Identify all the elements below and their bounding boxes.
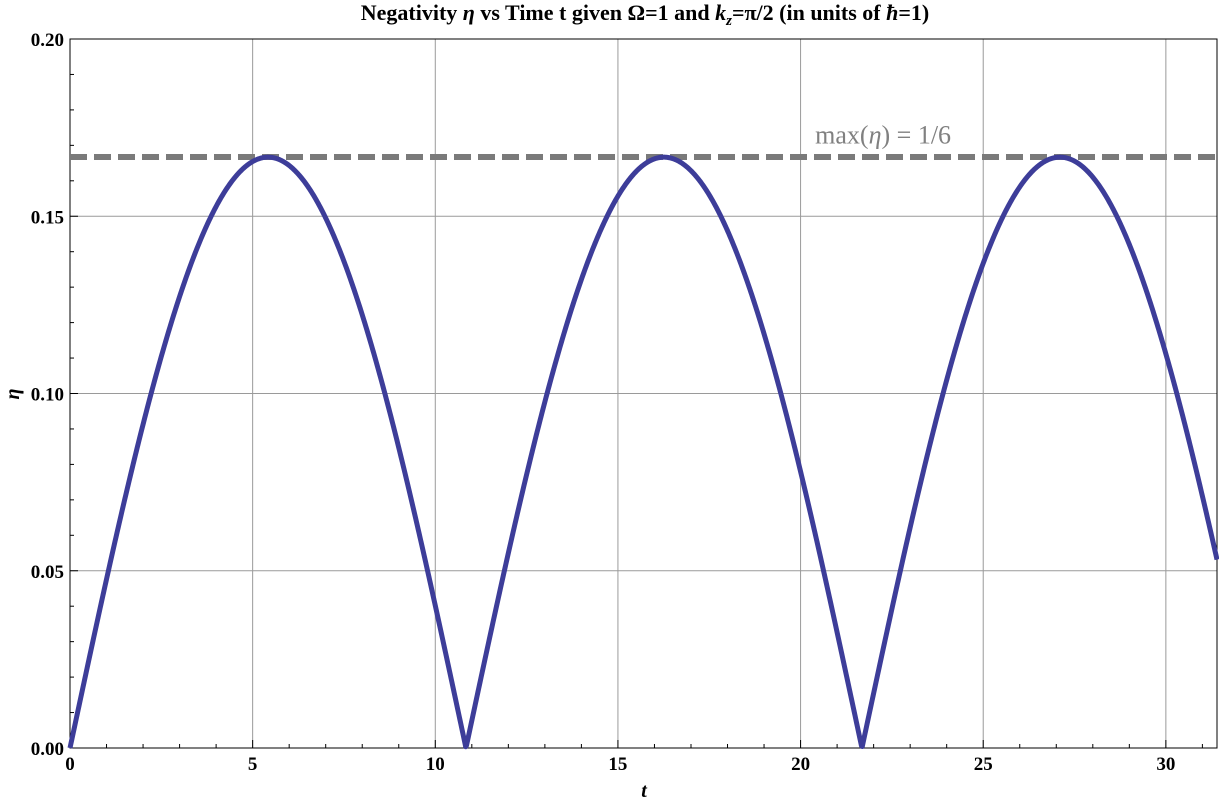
y-tick-label: 0.05 — [31, 562, 64, 583]
series-group — [67, 154, 1219, 750]
x-tick-label: 20 — [791, 754, 810, 775]
grid-lines — [70, 39, 1217, 748]
y-axis-label: η — [2, 388, 24, 399]
x-tick-label: 15 — [608, 754, 627, 775]
chart-title: Negativity η vs Time t given Ω=1 and kz=… — [361, 0, 929, 29]
x-tick-label: 0 — [65, 754, 75, 775]
plot-frame — [69, 38, 1218, 749]
x-tick-label: 10 — [426, 754, 445, 775]
x-tick-label: 25 — [974, 754, 993, 775]
negativity-curve — [67, 154, 1219, 750]
tick-labels: 0 5 10 15 20 25 30 0.00 0.05 0.10 0.15 0.20 — [31, 30, 1176, 775]
x-tick-label: 5 — [248, 754, 258, 775]
y-tick-label: 0.15 — [31, 207, 64, 228]
x-tick-label: 30 — [1156, 754, 1175, 775]
max-annotation: max(η) = 1/6 — [815, 121, 951, 150]
x-axis-label: t — [641, 780, 648, 802]
axis-ticks — [69, 38, 1203, 749]
y-tick-label: 0.20 — [31, 30, 64, 51]
y-tick-label: 0.00 — [31, 739, 64, 760]
y-tick-label: 0.10 — [31, 385, 64, 406]
